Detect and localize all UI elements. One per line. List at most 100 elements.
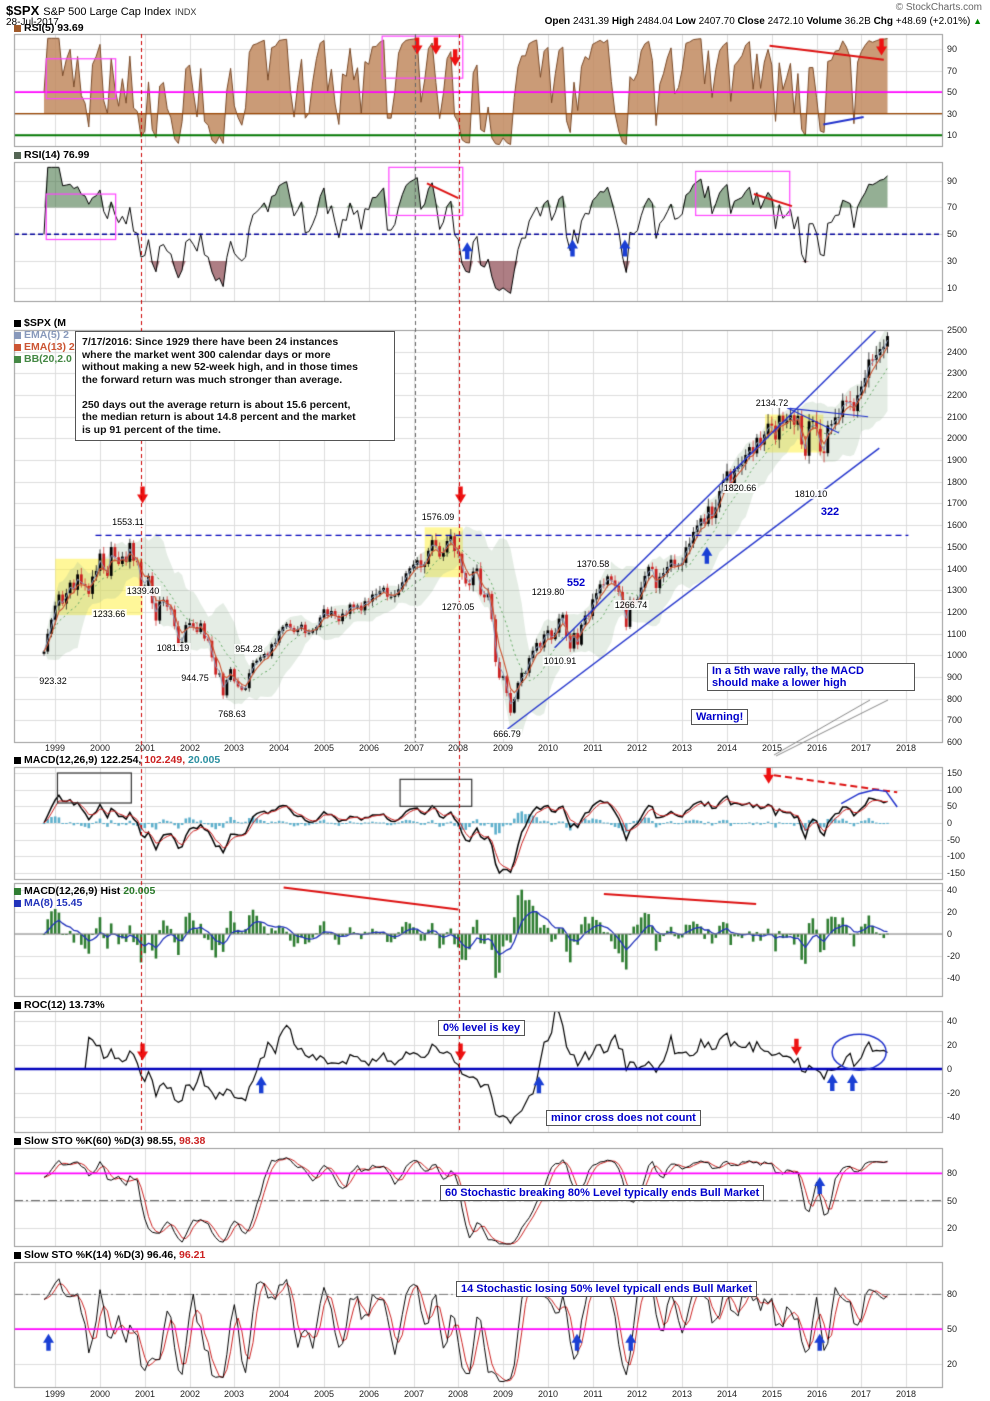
axis-tick-label: 1800 [947, 477, 968, 487]
axis-tick-label: 10 [947, 283, 958, 293]
axis-tick-label: 50 [947, 1324, 958, 1334]
legend-marker-icon [14, 24, 21, 32]
year-label: 1999 [44, 1389, 66, 1399]
price-label: 1219.80 [530, 587, 566, 597]
year-label: 2006 [358, 1389, 380, 1399]
year-label: 2009 [492, 743, 514, 753]
quote-label: Close [737, 16, 768, 27]
axis-tick-label: 1400 [947, 564, 968, 574]
axis-tick-label: 0 [947, 818, 953, 828]
price-label: 1553.11 [111, 517, 145, 527]
legend-text: EMA(13) 2 [24, 341, 75, 353]
panel-title-text: Slow STO %K(14) %D(3) [24, 1249, 147, 1261]
year-label: 1999 [44, 743, 66, 753]
year-label: 2011 [583, 743, 603, 753]
year-label: 2004 [268, 1389, 290, 1399]
axis-tick-label: 1900 [947, 455, 968, 465]
axis-tick-label: -20 [947, 1088, 961, 1098]
axis-tick-label: 50 [947, 1196, 958, 1206]
panel-title: Slow STO %K(60) %D(3) 98.55, 98.38 [14, 1135, 205, 1147]
axis-tick-label: 80 [947, 1168, 958, 1178]
year-label: 2002 [179, 1389, 201, 1399]
year-label: 2010 [537, 1389, 559, 1399]
panel-title-text: 20.005 [123, 885, 156, 897]
legend-marker-icon [14, 1251, 21, 1259]
quote-label: Volume [806, 16, 845, 27]
panel-title: MACD(12,26,9) Hist 20.005 [14, 885, 155, 897]
annotation-textbox: minor cross does not count [546, 1110, 701, 1126]
year-label: 2010 [537, 743, 559, 753]
copyright: © StockCharts.com [895, 2, 982, 13]
panel-title: RSI(14) 76.99 [14, 149, 89, 161]
axis-tick-label: 800 [947, 694, 963, 704]
legend-text: $SPX (M [24, 317, 67, 329]
axis-tick-label: 2200 [947, 390, 968, 400]
price-label: 1081.19 [155, 643, 191, 653]
axis-tick-label: 2000 [947, 433, 968, 443]
axis-tick-label: 90 [947, 44, 958, 54]
price-label: 1370.58 [575, 559, 611, 569]
year-label: 2001 [134, 1389, 156, 1399]
quote-label: Chg [873, 16, 896, 27]
panel-title-text: 98.38 [179, 1135, 206, 1147]
chart-date: 28-Jul-2017 [6, 17, 59, 28]
axis-tick-label: 30 [947, 109, 958, 119]
panel-title-text: 96.46, [146, 1249, 180, 1261]
price-label: 1010.91 [542, 656, 578, 666]
year-label: 2003 [223, 1389, 245, 1399]
annotation-textbox: Warning! [691, 709, 749, 725]
year-label: 2003 [223, 743, 245, 753]
annotation-textbox: 0% level is key [438, 1020, 526, 1036]
axis-tick-label: 80 [947, 1289, 958, 1299]
quote-value: 2431.39 [572, 16, 612, 27]
axis-tick-label: 0 [947, 929, 953, 939]
year-label: 2015 [761, 743, 783, 753]
axis-tick-label: 1200 [947, 607, 968, 617]
year-label: 2004 [268, 743, 290, 753]
panel-title-text: MACD(12,26,9) Hist [24, 885, 124, 897]
year-label: 2013 [671, 743, 693, 753]
price-legend-row: BB(20,2.0 [14, 353, 72, 365]
index-name: S&P 500 Large Cap Index [43, 6, 171, 18]
legend-marker-icon [14, 355, 21, 363]
annotation-text: 552 [566, 577, 586, 589]
axis-tick-label: 100 [947, 785, 963, 795]
year-label: 2001 [134, 743, 156, 753]
panel-title-text: MA(8) 15.45 [24, 897, 83, 909]
quote-label: Low [675, 16, 699, 27]
axis-tick-label: 700 [947, 715, 963, 725]
panel-title-text: 102.249, [144, 754, 189, 766]
axis-tick-label: 1600 [947, 520, 968, 530]
price-label: 944.75 [180, 673, 210, 683]
year-label: 2016 [806, 743, 828, 753]
axis-tick-label: 20 [947, 1223, 958, 1233]
panel-title-text: ROC(12) 13.73% [24, 999, 105, 1011]
axis-tick-label: 70 [947, 202, 958, 212]
annotation-textbox: In a 5th wave rally, the MACD should mak… [707, 663, 915, 691]
panel-title-text: Slow STO %K(60) %D(3) [24, 1135, 147, 1147]
exchange: INDX [174, 7, 197, 17]
year-label: 2008 [447, 743, 469, 753]
legend-text: EMA(5) 2 [24, 329, 69, 341]
year-label: 2000 [89, 1389, 111, 1399]
axis-tick-label: 40 [947, 885, 958, 895]
year-label: 2018 [895, 1389, 917, 1399]
year-label: 2012 [626, 1389, 648, 1399]
axis-tick-label: 1300 [947, 585, 968, 595]
panel-title: RSI(5) 93.69 [14, 22, 84, 34]
panel-title-text: RSI(5) 93.69 [24, 22, 84, 34]
axis-tick-label: 50 [947, 801, 958, 811]
year-label: 2018 [895, 743, 917, 753]
year-label: 2014 [716, 743, 738, 753]
year-label: 2012 [626, 743, 648, 753]
year-label: 2007 [403, 1389, 425, 1399]
price-label: 954.28 [234, 644, 264, 654]
year-label: 2017 [850, 743, 872, 753]
year-label: 2009 [492, 1389, 514, 1399]
axis-tick-label: -20 [947, 951, 961, 961]
axis-tick-label: 40 [947, 1016, 958, 1026]
legend-marker-icon [14, 331, 21, 339]
legend-marker-icon [14, 887, 21, 895]
axis-tick-label: 1500 [947, 542, 968, 552]
